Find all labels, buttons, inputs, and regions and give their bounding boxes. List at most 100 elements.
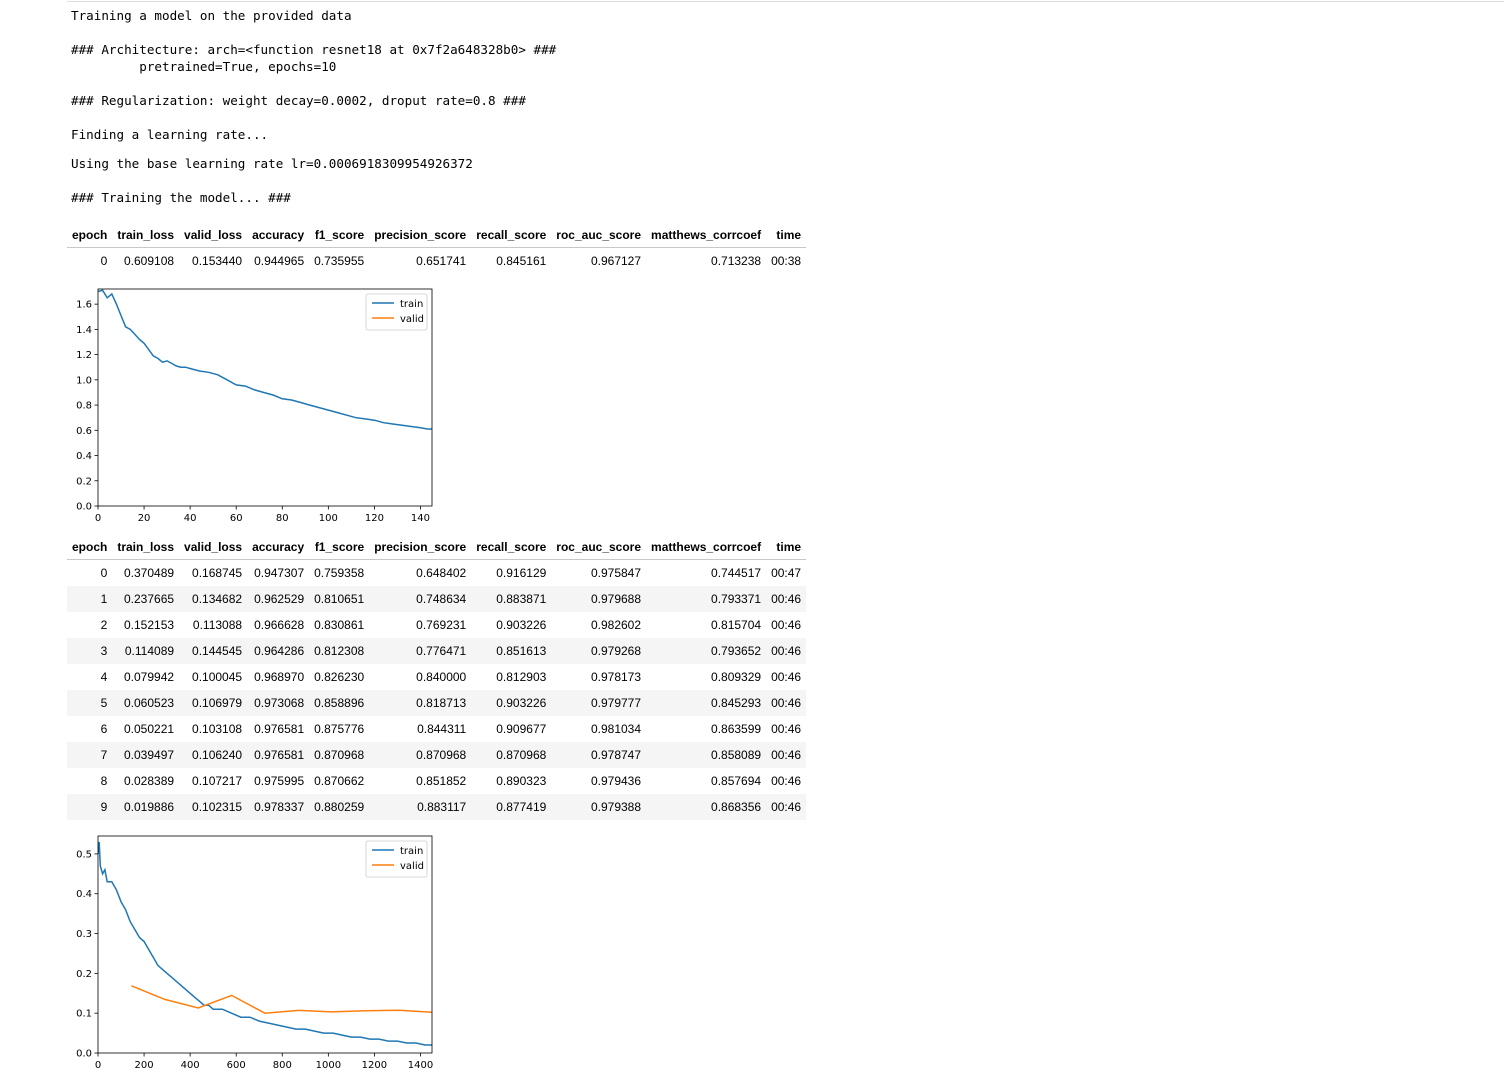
table-row: 4 0.079942 0.100045 0.968970 0.826230 0.84000…	[67, 664, 806, 690]
y-tick-label: 0.4	[76, 451, 92, 462]
table-row: 2 0.152153 0.113088 0.966628 0.830861 0.76923…	[67, 612, 806, 638]
plot-frame	[97, 835, 433, 1054]
column-header-roc-auc-score: roc_auc_score	[551, 222, 647, 248]
legend-label-valid: valid	[400, 314, 424, 325]
cell-valid-loss: 0.102315	[179, 794, 248, 820]
y-tick-label: 0.5	[76, 849, 92, 860]
table-row: 9 0.019886 0.102315 0.978337 0.880259 0.88311…	[67, 794, 807, 820]
column-header-matthews-corrcoef: matthews_corrcoef	[646, 534, 767, 560]
y-tick-label: 0.4	[76, 889, 92, 900]
table-row: 8 0.028389 0.107217 0.975995 0.870662 0.85185…	[67, 768, 806, 794]
column-header-precision-score: precision_score	[369, 534, 472, 560]
cell-f1-score: 0.858896	[309, 690, 370, 716]
cell-time: 00:46	[771, 618, 802, 632]
cell-accuracy: 0.964286	[247, 638, 310, 664]
cell-roc-auc-score: 0.979436	[590, 774, 642, 788]
cell-roc-auc-score: 0.982602	[590, 618, 642, 632]
cell-valid-loss: 0.168745	[192, 566, 243, 580]
cell-valid-loss: 0.103108	[192, 722, 243, 736]
cell-train-loss: 0.370489	[123, 566, 175, 580]
log-line-architecture: ### Architecture: arch=<function resnet1…	[71, 42, 557, 57]
x-tick-label: 20	[138, 513, 151, 524]
table-row: 7 0.039497 0.106240 0.976581 0.870968 0.87096…	[67, 742, 807, 768]
table-row: 0 0.370489 0.168745 0.947307 0.759358 0.64840…	[67, 560, 806, 587]
cell-matthews-corrcoef: 0.845293	[646, 690, 767, 716]
column-header-train-loss: train_loss	[112, 222, 180, 248]
x-tick-label: 1400	[408, 1060, 433, 1071]
legend-label-train: train	[400, 299, 423, 310]
cell-precision-score: 0.769231	[416, 618, 467, 632]
cell-train-loss: 0.060523	[112, 690, 180, 716]
cell-valid-loss: 0.106240	[179, 742, 248, 768]
cell-time: 00:46	[771, 670, 802, 684]
cell-top-border	[67, 1, 1504, 2]
column-header-time: time	[766, 222, 807, 248]
series-line-train	[98, 289, 432, 430]
cell-time: 00:46	[771, 774, 802, 788]
x-tick-label: 140	[411, 513, 430, 524]
cell-roc-auc-score: 0.979688	[551, 586, 647, 612]
log-line-training: Training a model on the provided data	[71, 8, 352, 23]
cell-precision-score: 0.883117	[369, 794, 472, 820]
column-header-time: time	[766, 534, 807, 560]
cell-f1-score: 0.812308	[309, 638, 370, 664]
x-tick-label: 1200	[362, 1060, 387, 1071]
cell-accuracy: 0.968970	[254, 670, 305, 684]
cell-time: 00:47	[771, 566, 802, 580]
cell-matthews-corrcoef: 0.815704	[711, 618, 762, 632]
column-header-f1-score: f1_score	[309, 222, 370, 248]
cell-recall-score: 0.877419	[471, 794, 552, 820]
loss-chart-2: 0 200 400 600 800 1000 1200 1400 0.0 0.1 0.2 0.3 0.4…	[76, 835, 433, 1071]
cell-matthews-corrcoef: 0.744517	[711, 566, 762, 580]
x-tick-label: 400	[181, 1060, 200, 1071]
x-tick-label: 0	[95, 513, 101, 524]
y-tick-label: 0.6	[76, 426, 92, 437]
y-tick-label: 0.8	[76, 401, 92, 412]
cell-time: 00:46	[766, 690, 807, 716]
cell-f1-score: 0.759358	[314, 566, 365, 580]
table-row: 5 0.060523 0.106979 0.973068 0.858896 0.81871…	[67, 690, 807, 716]
cell-recall-score: 0.812903	[496, 670, 547, 684]
cell-accuracy: 0.975995	[254, 774, 305, 788]
metrics-table-lr-finder: epoch train_loss valid_loss accuracy f1_scor…	[67, 222, 807, 274]
cell-recall-score: 0.870968	[471, 742, 552, 768]
table-header-row: epoch train_loss valid_loss accuracy f1_scor…	[67, 534, 807, 560]
y-tick-label: 0.3	[76, 929, 92, 940]
cell-valid-loss: 0.134682	[179, 586, 248, 612]
column-header-valid-loss: valid_loss	[179, 534, 248, 560]
cell-accuracy: 0.976581	[254, 722, 305, 736]
cell-f1-score: 0.810651	[309, 586, 370, 612]
cell-f1-score: 0.870968	[309, 742, 370, 768]
cell-precision-score: 0.870968	[369, 742, 472, 768]
series-line-valid	[131, 985, 432, 1014]
y-tick-label: 1.2	[76, 350, 92, 361]
cell-recall-score: 0.845161	[496, 254, 547, 268]
cell-roc-auc-score: 0.981034	[590, 722, 642, 736]
column-header-f1-score: f1_score	[309, 534, 370, 560]
cell-accuracy: 0.973068	[247, 690, 310, 716]
log-line-pretrained: pretrained=True, epochs=10	[71, 59, 337, 74]
table-row: 3 0.114089 0.144545 0.964286 0.812308 0.77647…	[67, 638, 807, 664]
x-tick-label: 600	[227, 1060, 246, 1071]
cell-roc-auc-score: 0.979268	[551, 638, 647, 664]
cell-precision-score: 0.818713	[369, 690, 472, 716]
cell-f1-score: 0.875776	[314, 722, 365, 736]
plot-frame	[97, 288, 433, 507]
cell-f1-score: 0.735955	[314, 254, 365, 268]
x-tick-label: 60	[230, 513, 243, 524]
cell-train-loss: 0.237665	[112, 586, 180, 612]
cell-time: 00:46	[766, 742, 807, 768]
cell-valid-loss: 0.153440	[192, 254, 243, 268]
cell-recall-score: 0.890323	[496, 774, 547, 788]
cell-epoch: 7	[67, 742, 113, 768]
cell-accuracy: 0.966628	[254, 618, 305, 632]
cell-precision-score: 0.851852	[416, 774, 467, 788]
cell-recall-score: 0.903226	[471, 690, 552, 716]
cell-train-loss: 0.028389	[123, 774, 175, 788]
cell-train-loss: 0.114089	[112, 638, 180, 664]
cell-roc-auc-score: 0.978173	[590, 670, 642, 684]
cell-epoch: 1	[67, 586, 113, 612]
cell-precision-score: 0.844311	[417, 722, 467, 736]
column-header-valid-loss: valid_loss	[179, 222, 248, 248]
x-tick-label: 100	[319, 513, 338, 524]
